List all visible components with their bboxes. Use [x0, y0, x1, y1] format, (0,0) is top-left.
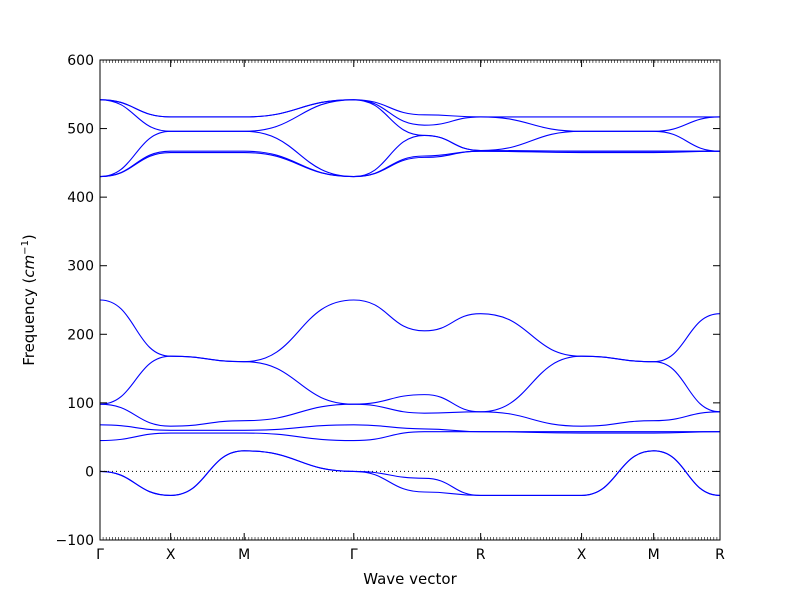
- band-line-11: [99, 431, 721, 442]
- band-line-9: [99, 403, 721, 427]
- band-line-6: [99, 150, 721, 178]
- band-line-13: [99, 450, 721, 496]
- y-axis-title: Frequency (cm−1): [20, 234, 38, 366]
- x-tick-label: M: [648, 547, 660, 563]
- y-tick-label: 0: [85, 464, 94, 480]
- y-tick-label: 400: [67, 190, 94, 206]
- x-tick-label: X: [166, 547, 176, 563]
- y-axis-unit: cm: [20, 255, 38, 278]
- y-axis-title-text: Frequency: [20, 288, 38, 366]
- plot-area: [99, 99, 721, 496]
- x-tick-label: R: [715, 547, 725, 563]
- x-tick-label: R: [476, 547, 486, 563]
- x-tick-label: Γ: [350, 547, 358, 563]
- x-axis-title: Wave vector: [363, 570, 457, 588]
- x-tick-label: X: [577, 547, 587, 563]
- y-tick-label: 300: [67, 259, 94, 275]
- band-line-5: [99, 150, 720, 178]
- y-axis-unit-exponent: −1: [20, 240, 31, 255]
- y-tick-label: 600: [67, 53, 94, 69]
- band-line-10: [99, 424, 720, 433]
- y-tick-label: −100: [56, 533, 94, 549]
- y-tick-label: 100: [67, 396, 94, 412]
- band-line-8: [99, 355, 721, 413]
- x-tick-label: Γ: [96, 547, 104, 563]
- x-tick-label: M: [238, 547, 250, 563]
- y-tick-label: 500: [67, 122, 94, 138]
- y-tick-label: 200: [67, 327, 94, 343]
- axes: −100 0 100 200 300 400 500 600 Γ X M Γ R X M R: [56, 53, 726, 563]
